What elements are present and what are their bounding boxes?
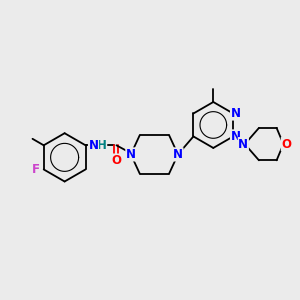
- Text: N: N: [173, 148, 183, 161]
- Text: N: N: [88, 139, 98, 152]
- Text: N: N: [231, 107, 241, 120]
- Text: N: N: [126, 148, 136, 161]
- Text: N: N: [238, 138, 248, 151]
- Text: F: F: [32, 163, 40, 176]
- Text: O: O: [281, 138, 291, 151]
- Text: H: H: [93, 139, 103, 152]
- Text: H: H: [97, 139, 107, 152]
- Text: O: O: [111, 154, 122, 167]
- Text: N: N: [231, 130, 241, 143]
